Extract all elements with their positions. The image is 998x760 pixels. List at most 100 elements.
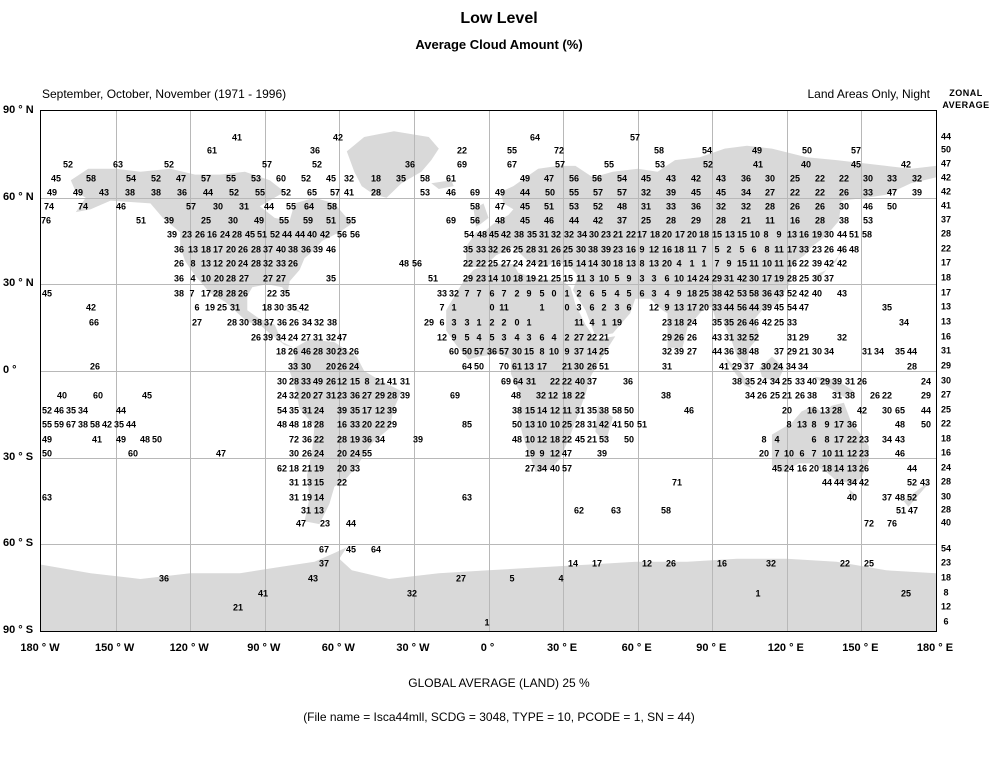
cloud-amount-value: 72	[288, 434, 300, 445]
longitude-gridline	[563, 111, 565, 631]
cloud-amount-value: 56	[411, 258, 423, 269]
cloud-amount-value: 39	[831, 376, 843, 387]
cloud-amount-value: 37	[262, 244, 274, 255]
cloud-amount-value: 15	[523, 346, 535, 357]
cloud-amount-value: 3	[526, 332, 532, 343]
cloud-amount-value: 67	[65, 419, 77, 430]
cloud-amount-value: 52	[62, 159, 74, 170]
cloud-amount-value: 52	[300, 173, 312, 184]
cloud-amount-value: 40	[306, 229, 318, 240]
cloud-amount-value: 31	[312, 332, 324, 343]
cloud-amount-value: 10	[749, 229, 761, 240]
cloud-amount-value: 55	[345, 215, 357, 226]
cloud-amount-value: 53	[654, 159, 666, 170]
cloud-amount-value: 1	[476, 317, 482, 328]
cloud-amount-value: 46	[683, 405, 695, 416]
cloud-amount-value: 30	[238, 317, 250, 328]
cloud-amount-value: 48	[276, 419, 288, 430]
cloud-amount-value: 24	[698, 273, 710, 284]
cloud-amount-value: 1	[755, 588, 761, 599]
cloud-amount-value: 38	[513, 229, 525, 240]
cloud-amount-value: 45	[41, 288, 53, 299]
cloud-amount-value: 25	[561, 419, 573, 430]
cloud-amount-value: 30	[811, 273, 823, 284]
cloud-amount-value: 23	[319, 518, 331, 529]
cloud-amount-value: 31	[640, 201, 652, 212]
cloud-amount-value: 14	[536, 405, 548, 416]
cloud-amount-value: 31	[786, 332, 798, 343]
longitude-gridline	[190, 111, 192, 631]
cloud-amount-value: 50	[151, 434, 163, 445]
cloud-amount-value: 35	[723, 317, 735, 328]
cloud-amount-value: 6	[194, 302, 200, 313]
cloud-amount-value: 55	[41, 419, 53, 430]
longitude-tick-label: 180 ° E	[916, 642, 954, 654]
cloud-amount-value: 50	[544, 187, 556, 198]
cloud-amount-value: 55	[254, 187, 266, 198]
cloud-amount-value: 55	[285, 201, 297, 212]
cloud-amount-value: 47	[561, 448, 573, 459]
cloud-amount-value: 48	[398, 258, 410, 269]
cloud-amount-value: 30	[227, 215, 239, 226]
cloud-amount-value: 47	[907, 505, 919, 516]
cloud-amount-value: 14	[567, 558, 579, 569]
cloud-amount-value: 48	[848, 244, 860, 255]
cloud-amount-value: 25	[640, 215, 652, 226]
cloud-amount-value: 21	[232, 602, 244, 613]
longitude-tick-label: 180 ° W	[20, 642, 60, 654]
landmass-greenland	[346, 131, 439, 198]
cloud-amount-value: 69	[449, 390, 461, 401]
cloud-amount-value: 44	[568, 215, 580, 226]
cloud-amount-value: 22	[625, 229, 637, 240]
cloud-amount-value: 22	[374, 419, 386, 430]
cloud-amount-value: 57	[261, 159, 273, 170]
cloud-amount-value: 22	[266, 288, 278, 299]
cloud-amount-value: 3	[451, 317, 457, 328]
cloud-amount-value: 35	[288, 405, 300, 416]
cloud-amount-value: 57	[616, 187, 628, 198]
cloud-amount-value: 21	[537, 258, 549, 269]
cloud-amount-value: 22	[549, 376, 561, 387]
cloud-amount-value: 8	[811, 419, 817, 430]
cloud-amount-value: 57	[498, 346, 510, 357]
cloud-amount-value: 5	[714, 244, 720, 255]
cloud-amount-value: 16	[789, 215, 801, 226]
cloud-amount-value: 30	[862, 173, 874, 184]
cloud-amount-value: 62	[276, 463, 288, 474]
cloud-amount-value: 52	[41, 405, 53, 416]
cloud-amount-value: 18	[261, 302, 273, 313]
season-label: September, October, November (1971 - 199…	[42, 87, 287, 101]
cloud-amount-value: 25	[781, 376, 793, 387]
cloud-amount-value: 17	[786, 244, 798, 255]
cloud-amount-value: 54	[786, 302, 798, 313]
cloud-amount-value: 48	[494, 215, 506, 226]
cloud-amount-value: 26	[89, 361, 101, 372]
cloud-amount-value: 14	[587, 258, 599, 269]
cloud-amount-value: 0	[551, 288, 557, 299]
cloud-amount-value: 30	[511, 346, 523, 357]
cloud-amount-value: 35	[711, 317, 723, 328]
cloud-amount-value: 31	[229, 302, 241, 313]
cloud-amount-value: 20	[225, 258, 237, 269]
cloud-amount-value: 54	[463, 229, 475, 240]
cloud-amount-value: 26	[858, 463, 870, 474]
cloud-amount-value: 7	[501, 288, 507, 299]
cloud-amount-value: 26	[814, 201, 826, 212]
cloud-amount-value: 46	[115, 201, 127, 212]
cloud-amount-value: 29	[819, 376, 831, 387]
cloud-amount-value: 52	[748, 332, 760, 343]
cloud-amount-value: 38	[806, 390, 818, 401]
cloud-amount-value: 12	[641, 558, 653, 569]
cloud-amount-value: 46	[325, 244, 337, 255]
cloud-amount-value: 36	[486, 346, 498, 357]
cloud-amount-value: 8	[364, 376, 370, 387]
cloud-amount-value: 27	[300, 332, 312, 343]
cloud-amount-value: 42	[319, 229, 331, 240]
cloud-amount-value: 16	[336, 419, 348, 430]
longitude-gridline	[264, 111, 266, 631]
cloud-amount-value: 25	[900, 588, 912, 599]
cloud-amount-value: 3	[576, 302, 582, 313]
cloud-amount-value: 4	[774, 434, 780, 445]
cloud-amount-value: 5	[739, 244, 745, 255]
cloud-amount-value: 40	[806, 376, 818, 387]
